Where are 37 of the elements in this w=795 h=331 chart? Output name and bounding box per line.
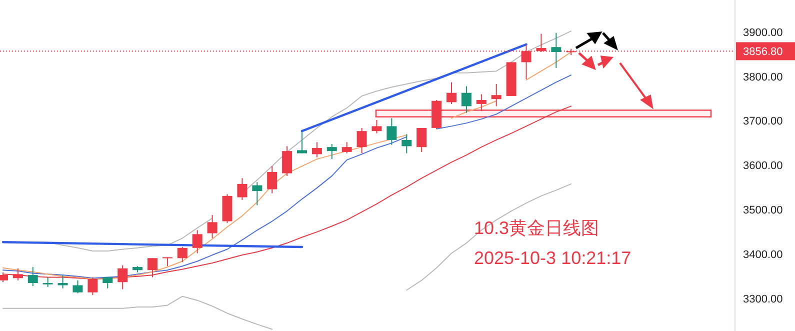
- candlestick: [177, 246, 188, 263]
- text: 10.3黄金日线图: [474, 218, 600, 238]
- candlestick: [402, 134, 412, 154]
- candlestick: [237, 178, 248, 200]
- candlestick: [386, 118, 397, 146]
- candlestick: [446, 82, 456, 104]
- candlestick: [207, 214, 218, 239]
- candlestick: [267, 166, 278, 194]
- candlestick: [282, 146, 292, 176]
- candlestick: [312, 142, 322, 158]
- candlestick: [476, 94, 486, 112]
- y-tick-label: 3800.00: [743, 71, 783, 84]
- y-tick-label: 3600.00: [743, 160, 783, 172]
- candlestick: [326, 143, 337, 160]
- candlestick: [28, 266, 38, 287]
- y-tick-label: 3500.00: [743, 204, 783, 217]
- candlestick: [102, 276, 113, 289]
- candlestick: [461, 86, 472, 114]
- candlestick: [58, 274, 68, 289]
- candlestick: [416, 127, 427, 152]
- candlestick: [342, 142, 352, 154]
- annotation: 2025-10-3 10:21:17: [474, 248, 632, 268]
- candlestick: [192, 230, 202, 254]
- candlestick: [42, 276, 53, 288]
- candlestick: [297, 131, 307, 154]
- candlestick: [491, 83, 502, 107]
- y-tick-label: 3700.00: [743, 116, 783, 128]
- candlestick: [356, 127, 367, 154]
- candlestick: [72, 280, 83, 294]
- y-tick-label: 3300.00: [743, 293, 783, 306]
- candlestick: [551, 32, 562, 68]
- candlestick: [372, 119, 382, 134]
- ref-line-label: 3856.80: [743, 46, 783, 58]
- y-tick-label: 3400.00: [743, 248, 783, 261]
- candlestick: [88, 276, 98, 296]
- candlestick: [252, 182, 262, 206]
- y-tick-label: 3900.00: [743, 26, 783, 39]
